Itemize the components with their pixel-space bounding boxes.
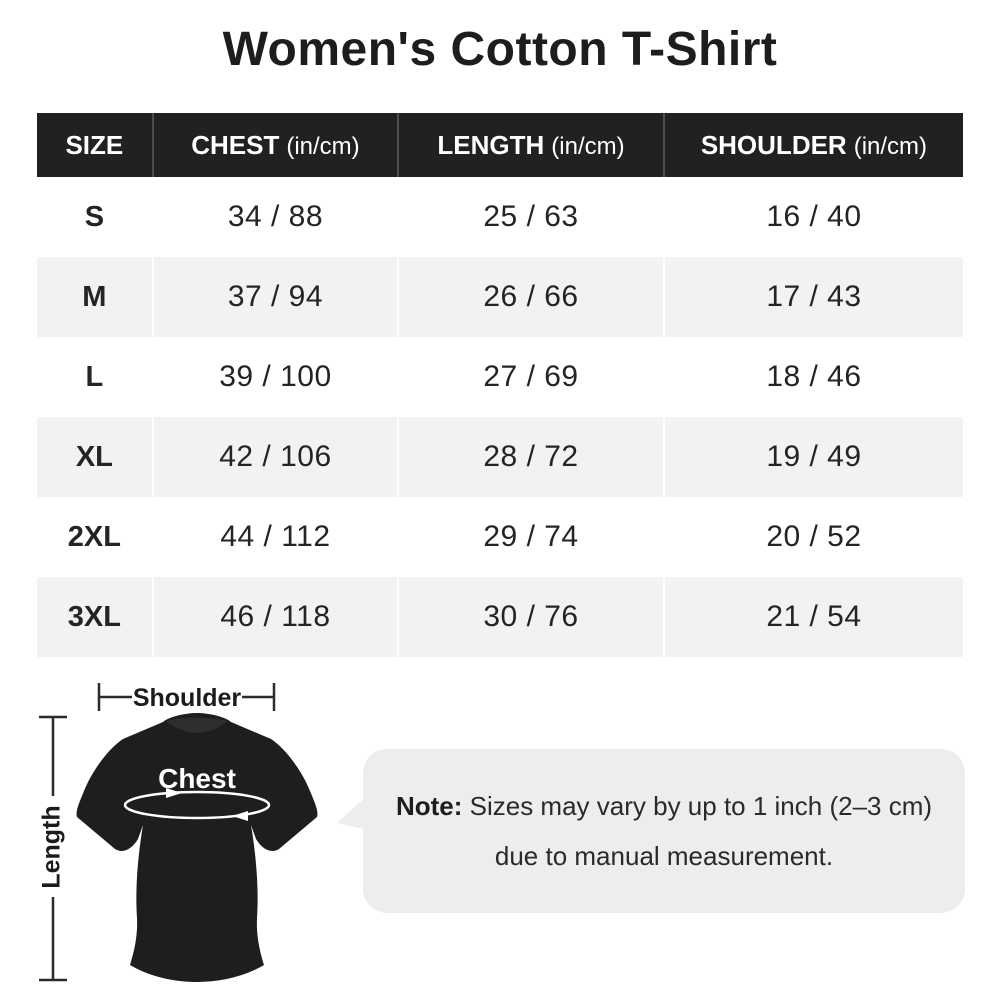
size-cell: XL [37,417,153,497]
length-label: Length [38,805,66,888]
header-size: SIZE [37,113,153,177]
collar [166,717,228,733]
header-chest-label: CHEST [191,129,280,160]
arrow-right-icon [166,788,182,798]
note-label: Note: [395,791,463,821]
header-row: SIZE CHEST (in/cm) LENGTH (in/cm) SHOULDER… [37,113,963,177]
header-shoulder-unit: (in/cm) [853,132,928,160]
length-cell: 30 / 76 [397,577,664,657]
table-row-m: M 37 / 94 26 / 66 17 / 43 [37,257,963,337]
table-row-2xl: 2XL 44 / 112 29 / 74 20 / 52 [37,497,963,577]
size-cell: S [84,200,105,233]
chest-label: Chest [158,763,236,794]
header-shoulder: SHOULDER (in/cm) [662,113,963,177]
shoulder-cell: 19 / 49 [662,417,963,497]
header-size-label: SIZE [65,129,124,160]
shoulder-label: Shoulder [133,684,242,712]
length-cell: 28 / 72 [397,417,664,497]
shoulder-cell: 16 / 40 [662,177,963,257]
chest-cell: 46 / 118 [151,577,399,657]
note-line-2: due to manual measurement. [494,841,834,871]
chest-cell: 39 / 100 [151,337,399,417]
arrow-left-icon [232,811,248,821]
shoulder-cell: 18 / 46 [662,337,963,417]
header-chest: CHEST (in/cm) [151,113,399,177]
size-cell: L [85,360,104,393]
shoulder-measure-line [97,683,276,711]
chest-cell: 34 / 88 [151,177,399,257]
header-length: LENGTH (in/cm) [397,113,664,177]
table-row-s: S 34 / 88 25 / 63 16 / 40 [37,177,963,257]
size-cell: 3XL [37,577,153,657]
length-measure-line [39,715,67,982]
header-length-label: LENGTH [437,129,545,160]
header-length-unit: (in/cm) [551,132,625,160]
length-cell: 27 / 69 [397,337,664,417]
table-row-3xl: 3XL 46 / 118 30 / 76 21 / 54 [37,577,963,657]
note-text: Sizes may vary by up to 1 inch (2–3 cm) [462,791,933,821]
shoulder-cell: 20 / 52 [662,497,963,577]
length-cell: 29 / 74 [397,497,664,577]
shoulder-cell: 21 / 54 [662,577,963,657]
tshirt-icon: Chest [76,713,318,982]
table-row-xl: XL 42 / 106 28 / 72 19 / 49 [37,417,963,497]
shoulder-cell: 17 / 43 [662,257,963,337]
header-chest-unit: (in/cm) [286,132,360,160]
tshirt-measurement-diagram: Shoulder Length Chest [38,683,318,982]
header-shoulder-label: SHOULDER [700,129,847,160]
size-cell: 2XL [67,520,121,553]
size-cell: M [37,257,153,337]
size-table: SIZE CHEST (in/cm) LENGTH (in/cm) SHOULDER… [37,113,963,657]
chest-measure-ellipse [123,788,271,821]
chest-cell: 37 / 94 [151,257,399,337]
chest-cell: 42 / 106 [151,417,399,497]
bubble-tail [337,794,369,830]
note-line-1: Note: Sizes may vary by up to 1 inch (2–… [396,793,932,819]
length-cell: 25 / 63 [397,177,664,257]
size-table-header: SIZE CHEST (in/cm) LENGTH (in/cm) SHOULDER… [37,113,963,177]
chest-cell: 44 / 112 [151,497,399,577]
note-bubble: Note: Sizes may vary by up to 1 inch (2–… [337,749,965,913]
table-row-l: L 39 / 100 27 / 69 18 / 46 [37,337,963,417]
page-title: Women's Cotton T-Shirt [222,23,778,76]
length-cell: 26 / 66 [397,257,664,337]
